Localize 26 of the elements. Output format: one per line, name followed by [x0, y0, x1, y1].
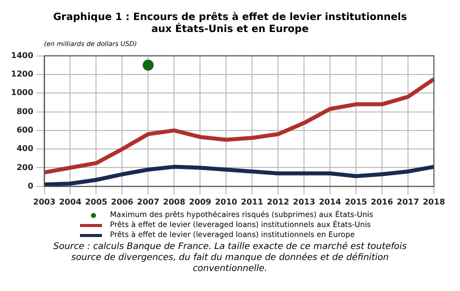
x-tick-label: 2017	[396, 197, 420, 206]
x-tick-label: 2003	[33, 197, 56, 206]
y-tick-label: 200	[16, 162, 34, 172]
x-tick-label: 2008	[163, 197, 186, 206]
x-tick-label: 2005	[85, 197, 108, 206]
x-tick-label: 2013	[292, 197, 316, 206]
x-tick-label: 2014	[318, 197, 342, 206]
x-tick-label: 2016	[370, 197, 394, 206]
y-tick-label: 1400	[11, 50, 34, 60]
y-tick-label: 800	[16, 106, 34, 116]
y-tick-label: 600	[16, 126, 34, 135]
y-tick-label: 1200	[11, 70, 34, 79]
chart-title: Graphique 1 : Encours de prêts à effet de levier institutionnels aux États-Unis et en Europe	[52, 11, 408, 36]
x-tick-label: 2011	[240, 197, 264, 206]
source-note: Source : calculs Banque de France. La taille exacte de ce marché est toutefois source de divergences, du fait du manque de données et de définition conventionnelle.	[52, 240, 408, 275]
y-tick-label: 400	[16, 144, 34, 154]
y-tick-label: 0	[28, 181, 34, 190]
x-tick-label: 2015	[344, 197, 368, 206]
x-tick-label: 2009	[188, 197, 212, 206]
x-tick-label: 2006	[111, 197, 134, 206]
x-tick-label: 2010	[214, 197, 238, 206]
x-tick-label: 2018	[422, 197, 446, 206]
y-tick-label: 1000	[11, 88, 34, 98]
x-tick-label: 2004	[59, 197, 82, 206]
x-tick-label: 2007	[137, 197, 160, 206]
x-tick-label: 2012	[266, 197, 290, 206]
